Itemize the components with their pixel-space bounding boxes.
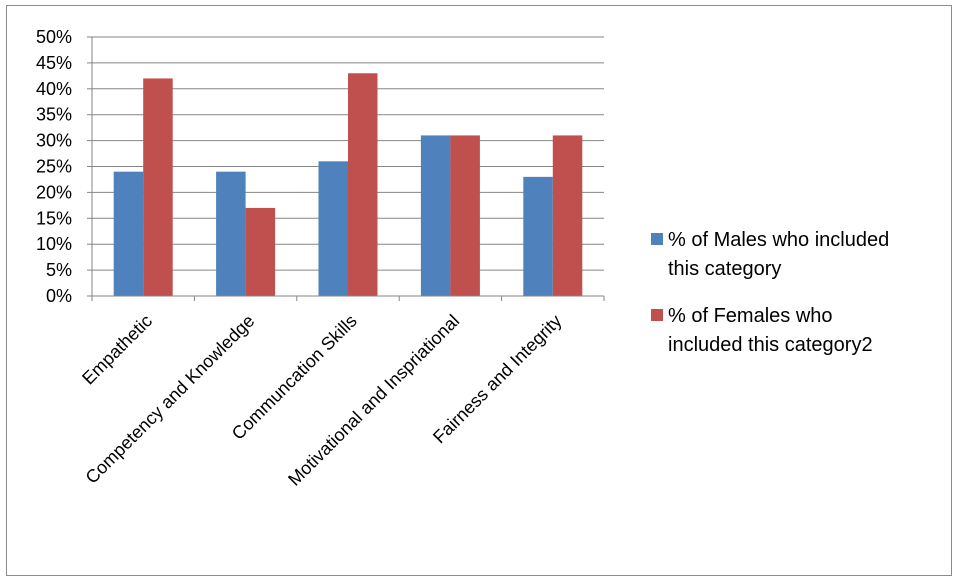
legend-label: % of Males who included [668, 229, 889, 251]
gridlines [92, 36, 604, 271]
bar-males [523, 176, 553, 296]
y-tick-label: 5% [46, 260, 72, 280]
bar-males [318, 161, 348, 296]
legend-swatch [651, 309, 663, 321]
legend: % of Males who included this category % of… [651, 229, 889, 356]
y-tick-label: 35% [36, 105, 72, 125]
y-tick-label: 10% [36, 234, 72, 254]
y-axis-ticks: 0% 5% 10% 15% 20% 25% 30% 35% 40% 45% 50% [36, 27, 92, 306]
x-category-label: Empathetic [78, 311, 156, 389]
bar-females [552, 135, 583, 296]
y-tick-label: 40% [36, 79, 72, 99]
x-category-label: Motivational and Inspriational [284, 311, 463, 490]
axes [91, 37, 605, 301]
bar-females [143, 78, 173, 296]
legend-label: % of Females who [668, 305, 833, 327]
y-tick-label: 50% [36, 27, 72, 47]
legend-label: included this category2 [668, 334, 873, 356]
bar-males [216, 171, 246, 296]
y-tick-label: 45% [36, 53, 72, 73]
bar-females [245, 207, 276, 296]
bar-females [450, 135, 480, 296]
y-tick-label: 0% [46, 286, 72, 306]
bar-females [348, 73, 378, 296]
legend-label: this category [668, 258, 781, 280]
bar-males [420, 135, 451, 296]
y-tick-label: 25% [36, 157, 72, 177]
bars [113, 73, 583, 296]
legend-swatch [651, 233, 663, 245]
y-tick-label: 15% [36, 208, 72, 228]
y-tick-label: 20% [36, 182, 72, 202]
x-category-label: Competency and Knowledge [82, 311, 259, 488]
y-tick-label: 30% [36, 131, 72, 151]
bar-males [113, 171, 144, 296]
